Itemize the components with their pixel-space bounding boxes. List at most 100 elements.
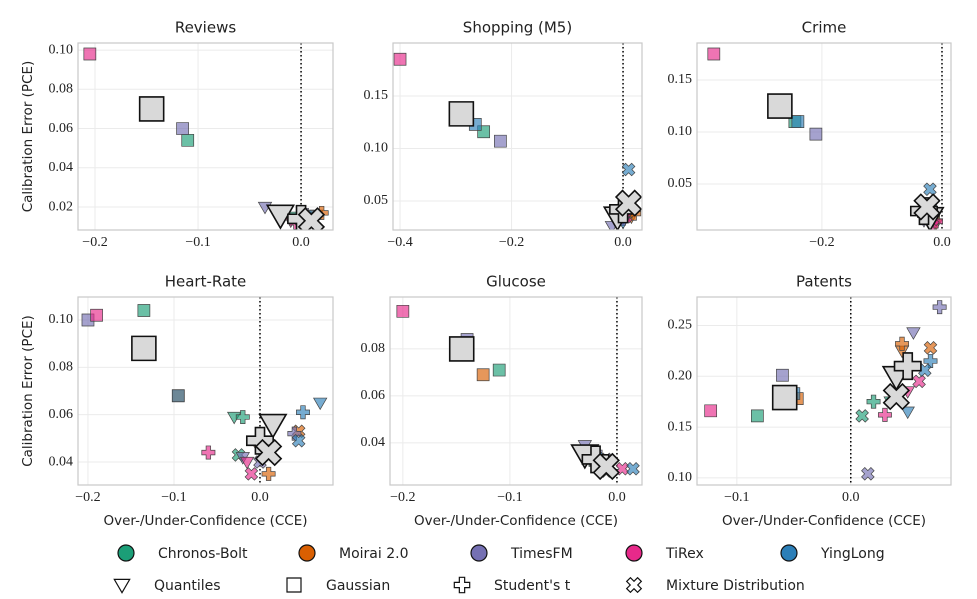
point — [137, 304, 151, 317]
y-tick-label: 0.08 — [49, 82, 74, 97]
frame — [696, 296, 952, 486]
y-tick-label: 0.10 — [668, 470, 693, 485]
legend-label: Quantiles — [154, 578, 221, 594]
aggregate-point — [893, 352, 922, 381]
point — [176, 122, 189, 135]
panel: Patents −0.1 0.0 0.10 0.15 0.20 0.25 Over-/Unde… — [668, 273, 952, 529]
aggregate-point — [254, 438, 283, 467]
legend-label: Mixture Distribution — [666, 578, 805, 594]
points — [83, 47, 329, 230]
x-tick-label: 0.0 — [292, 235, 310, 250]
panel-title: Shopping (M5) — [463, 19, 572, 37]
point — [751, 409, 764, 423]
point — [494, 134, 507, 148]
points — [81, 304, 328, 481]
point — [492, 363, 506, 377]
point — [855, 409, 869, 423]
point — [866, 394, 881, 409]
point — [895, 336, 909, 351]
y-tick-label: 0.10 — [364, 141, 389, 156]
frame — [77, 42, 334, 231]
panel-title: Crime — [802, 19, 847, 37]
aggregate-point — [771, 384, 798, 411]
panel: Shopping (M5) −0.4 −0.2 0.0 0.05 0.10 0.15 — [364, 19, 643, 250]
x-tick-label: −0.4 — [387, 235, 412, 250]
x-tick-label: 0.0 — [614, 235, 632, 250]
x-tick-label: −0.1 — [185, 235, 210, 250]
y-tick-label: 0.04 — [361, 435, 386, 450]
panel-title: Patents — [796, 273, 852, 291]
panel-title: Heart-Rate — [165, 273, 247, 291]
frame — [77, 296, 334, 486]
legend-label: Moirai 2.0 — [339, 546, 408, 562]
x-tick-label: −0.2 — [82, 235, 107, 250]
x-axis-label: Over-/Under-Confidence (CCE) — [722, 513, 926, 529]
panel: Glucose −0.2 −0.1 0.0 0.04 0.06 0.08 Over-/Unde… — [361, 273, 643, 529]
legend-label: Chronos-Bolt — [158, 546, 248, 562]
legend-label: YingLong — [820, 546, 885, 562]
aggregate-point — [592, 452, 620, 481]
point — [776, 368, 789, 382]
panel: Heart-Rate −0.2 −0.1 0.0 0.04 0.06 0.08 0.10 Ove… — [20, 273, 334, 529]
frame — [696, 42, 952, 231]
point — [396, 304, 410, 318]
y-tick-label: 0.15 — [668, 419, 693, 434]
legend-label: Gaussian — [326, 578, 390, 594]
y-tick-label: 0.06 — [49, 121, 74, 136]
point — [239, 456, 255, 470]
point — [906, 327, 921, 340]
x-axis-label: Over-/Under-Confidence (CCE) — [103, 513, 307, 529]
point — [261, 466, 276, 481]
point — [312, 397, 328, 411]
point — [707, 47, 721, 61]
x-tick-label: −0.1 — [161, 490, 186, 505]
aggregate-point — [913, 193, 941, 221]
point — [900, 406, 915, 420]
y-tick-label: 0.10 — [668, 124, 693, 139]
legend-swatch — [117, 544, 135, 562]
point — [291, 433, 306, 448]
y-tick-label: 0.02 — [49, 199, 74, 214]
y-tick-label: 0.20 — [668, 368, 693, 383]
y-axis-label: Calibration Error (PCE) — [20, 315, 36, 467]
x-tick-label: −0.2 — [390, 490, 415, 505]
legend-marker — [286, 577, 302, 593]
point — [704, 404, 718, 418]
x-axis-label: Over-/Under-Confidence (CCE) — [414, 513, 618, 529]
points — [707, 47, 945, 230]
x-tick-label: 0.0 — [933, 235, 951, 250]
aggregate-point — [131, 335, 157, 362]
aggregate-point — [614, 189, 642, 217]
point — [877, 407, 892, 422]
frame — [392, 42, 643, 231]
x-tick-label: −0.2 — [499, 235, 524, 250]
legend-swatch — [780, 544, 798, 562]
point — [791, 115, 805, 128]
legend-swatch — [470, 544, 488, 562]
y-tick-label: 0.05 — [364, 193, 389, 208]
panel-title: Glucose — [486, 273, 546, 291]
x-tick-label: −0.2 — [75, 490, 100, 505]
x-tick-label: 0.0 — [251, 490, 269, 505]
point — [626, 462, 640, 476]
y-axis-label: Calibration Error (PCE) — [20, 61, 36, 213]
y-tick-label: 0.10 — [49, 312, 74, 327]
aggregate-point — [297, 207, 326, 230]
legend-swatch — [625, 544, 643, 562]
point — [476, 368, 490, 382]
point — [171, 389, 185, 403]
panel-title: Reviews — [175, 19, 237, 37]
legend-label: TimesFM — [510, 546, 573, 562]
points — [393, 52, 642, 230]
aggregate-point — [258, 413, 288, 439]
y-tick-label: 0.15 — [668, 72, 693, 87]
legend-label: TiRex — [665, 546, 704, 562]
legend-label: Student's t — [494, 578, 571, 594]
point — [923, 354, 938, 368]
point — [181, 133, 195, 147]
frame — [389, 296, 643, 486]
legend-marker — [453, 576, 471, 594]
panel: Crime −0.2 0.0 0.05 0.10 0.15 — [668, 19, 952, 250]
x-tick-label: 0.0 — [842, 490, 860, 505]
